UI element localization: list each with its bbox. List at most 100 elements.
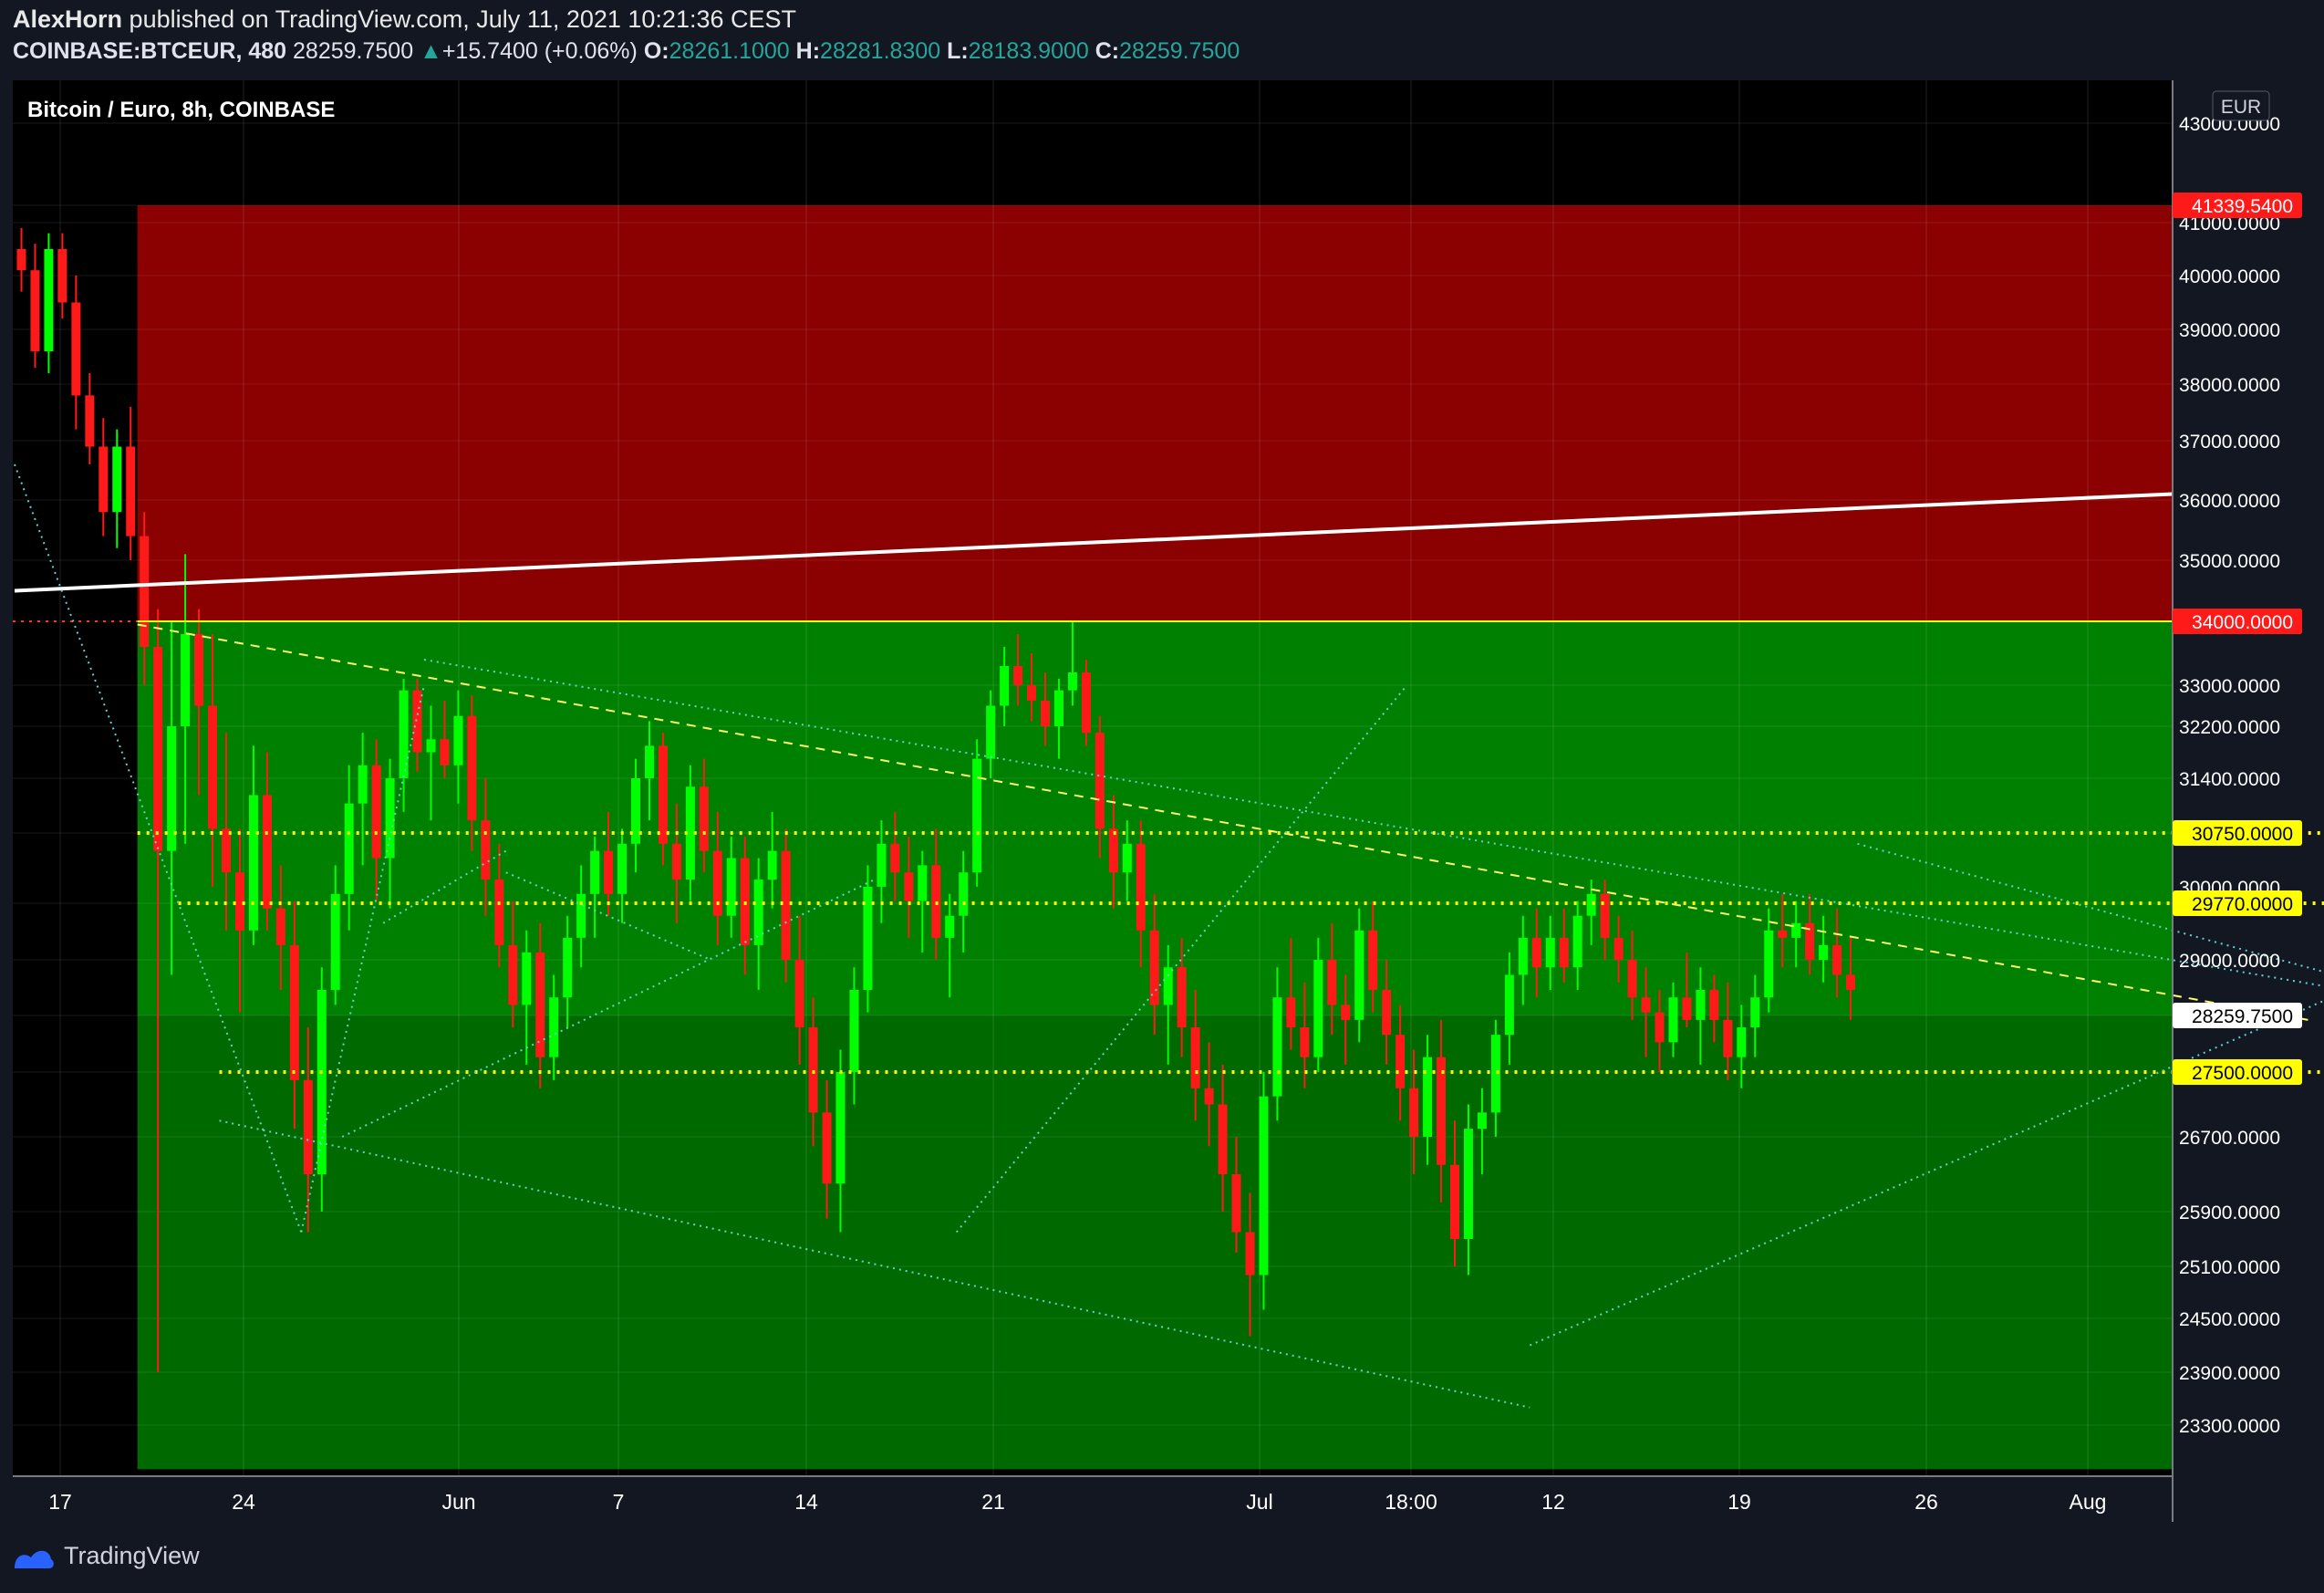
candle-body — [1313, 960, 1323, 1057]
price-tag-label: 34000.0000 — [2192, 612, 2293, 633]
candle-body — [904, 872, 914, 901]
candle-body — [1259, 1096, 1269, 1275]
candle-body — [262, 795, 272, 909]
y-tick-label: 40000.0000 — [2179, 266, 2280, 287]
close-label: C: — [1095, 38, 1120, 64]
candle-body — [808, 1027, 818, 1113]
cyan-trendline — [341, 879, 876, 1138]
candle-body — [467, 715, 477, 821]
candle-body — [877, 843, 887, 887]
candle-body — [767, 850, 777, 880]
x-tick-label: 7 — [613, 1490, 625, 1514]
candle-body — [1053, 690, 1063, 726]
price-tag: 27500.0000 — [2173, 1059, 2302, 1085]
candle-body — [1204, 1088, 1214, 1105]
candle-body — [535, 952, 545, 1057]
candle-body — [576, 893, 586, 938]
x-tick-label: 26 — [1914, 1490, 1938, 1514]
price-tag-box — [2173, 609, 2302, 634]
candle-body — [399, 690, 409, 778]
y-tick-label: 24500.0000 — [2179, 1309, 2280, 1330]
price-tag: 29770.0000 — [2173, 890, 2302, 916]
candle-body — [1750, 997, 1760, 1028]
candle-body — [822, 1112, 832, 1184]
y-tick-label: 33000.0000 — [2179, 676, 2280, 697]
candle-body — [112, 446, 122, 513]
candle-body — [1027, 685, 1037, 701]
candle-body — [644, 745, 654, 778]
x-tick-label: 18:00 — [1385, 1490, 1437, 1514]
cyan-trendline — [382, 849, 507, 924]
price-tag: 28259.7500 — [2173, 1003, 2302, 1028]
candle-body — [726, 858, 736, 916]
price-tag-label: 41339.5400 — [2192, 196, 2293, 217]
price-tag: 30750.0000 — [2173, 820, 2302, 846]
candle-body — [1586, 893, 1596, 916]
candle-body — [1655, 1012, 1665, 1043]
cyan-trendline — [423, 659, 2324, 987]
candle-body — [945, 915, 955, 938]
price-tag-label: 30750.0000 — [2192, 824, 2293, 845]
candle-body — [344, 803, 354, 894]
candle-body — [385, 778, 395, 859]
candle-body — [153, 647, 163, 851]
zone-resistance — [137, 205, 2174, 621]
candle-body — [412, 690, 422, 753]
x-tick-label: 17 — [48, 1490, 72, 1514]
price-tag-label: 29770.0000 — [2192, 894, 2293, 915]
candle-body — [1477, 1112, 1487, 1130]
candle-body — [453, 715, 463, 765]
candle-body — [1682, 997, 1692, 1020]
candle-body — [617, 843, 628, 894]
candle-body — [699, 786, 709, 851]
candle-body — [1613, 937, 1624, 960]
candles — [16, 227, 1856, 1372]
candle-body — [1395, 1035, 1406, 1088]
published-text: published on TradingView.com, July 11, 2… — [129, 5, 797, 33]
y-tick-label: 35000.0000 — [2179, 551, 2280, 572]
candle-body — [863, 886, 873, 990]
low-value: 28183.9000 — [968, 38, 1089, 64]
tradingview-logo-icon[interactable] — [13, 1543, 55, 1570]
y-tick-label: 37000.0000 — [2179, 432, 2280, 453]
tradingview-brand[interactable]: TradingView — [64, 1542, 200, 1569]
candle-body — [208, 705, 218, 829]
candle-body — [1272, 997, 1282, 1097]
candle-body — [1218, 1104, 1228, 1174]
candle-body — [181, 634, 191, 726]
candle-body — [1423, 1057, 1433, 1137]
candle-body — [85, 395, 95, 447]
candle-body — [563, 937, 573, 998]
candle-body — [275, 908, 285, 945]
high-value: 28281.8300 — [820, 38, 941, 64]
candle-body — [1545, 937, 1555, 968]
candle-body — [303, 1079, 313, 1174]
candle-body — [658, 745, 668, 844]
candle-body — [289, 944, 299, 1080]
cyan-trendline — [14, 463, 303, 1233]
candle-body — [1709, 989, 1719, 1020]
currency-label: EUR — [2221, 97, 2261, 118]
candle-body — [248, 795, 258, 931]
price-tag-label: 27500.0000 — [2192, 1063, 2293, 1084]
zone-lower-support — [137, 1015, 2174, 1470]
candle-body — [167, 726, 177, 851]
candle-body — [1231, 1174, 1241, 1233]
candle-body — [794, 960, 804, 1028]
y-tick-label: 23900.0000 — [2179, 1363, 2280, 1384]
candle-body — [440, 739, 450, 765]
close-value: 28259.7500 — [1119, 38, 1240, 64]
symbol: COINBASE:BTCEUR, 480 — [13, 38, 287, 64]
candle-body — [1149, 930, 1159, 1005]
candle-body — [371, 765, 381, 859]
candle-body — [604, 850, 614, 894]
candle-body — [508, 944, 518, 1005]
y-tick-label: 26700.0000 — [2179, 1128, 2280, 1149]
price-tag-box — [2173, 193, 2302, 218]
open-label: O: — [643, 38, 669, 64]
candle-body — [44, 249, 54, 351]
y-tick-label: 23300.0000 — [2179, 1416, 2280, 1437]
candle-body — [849, 989, 859, 1072]
publisher-name[interactable]: AlexHorn — [13, 5, 123, 33]
